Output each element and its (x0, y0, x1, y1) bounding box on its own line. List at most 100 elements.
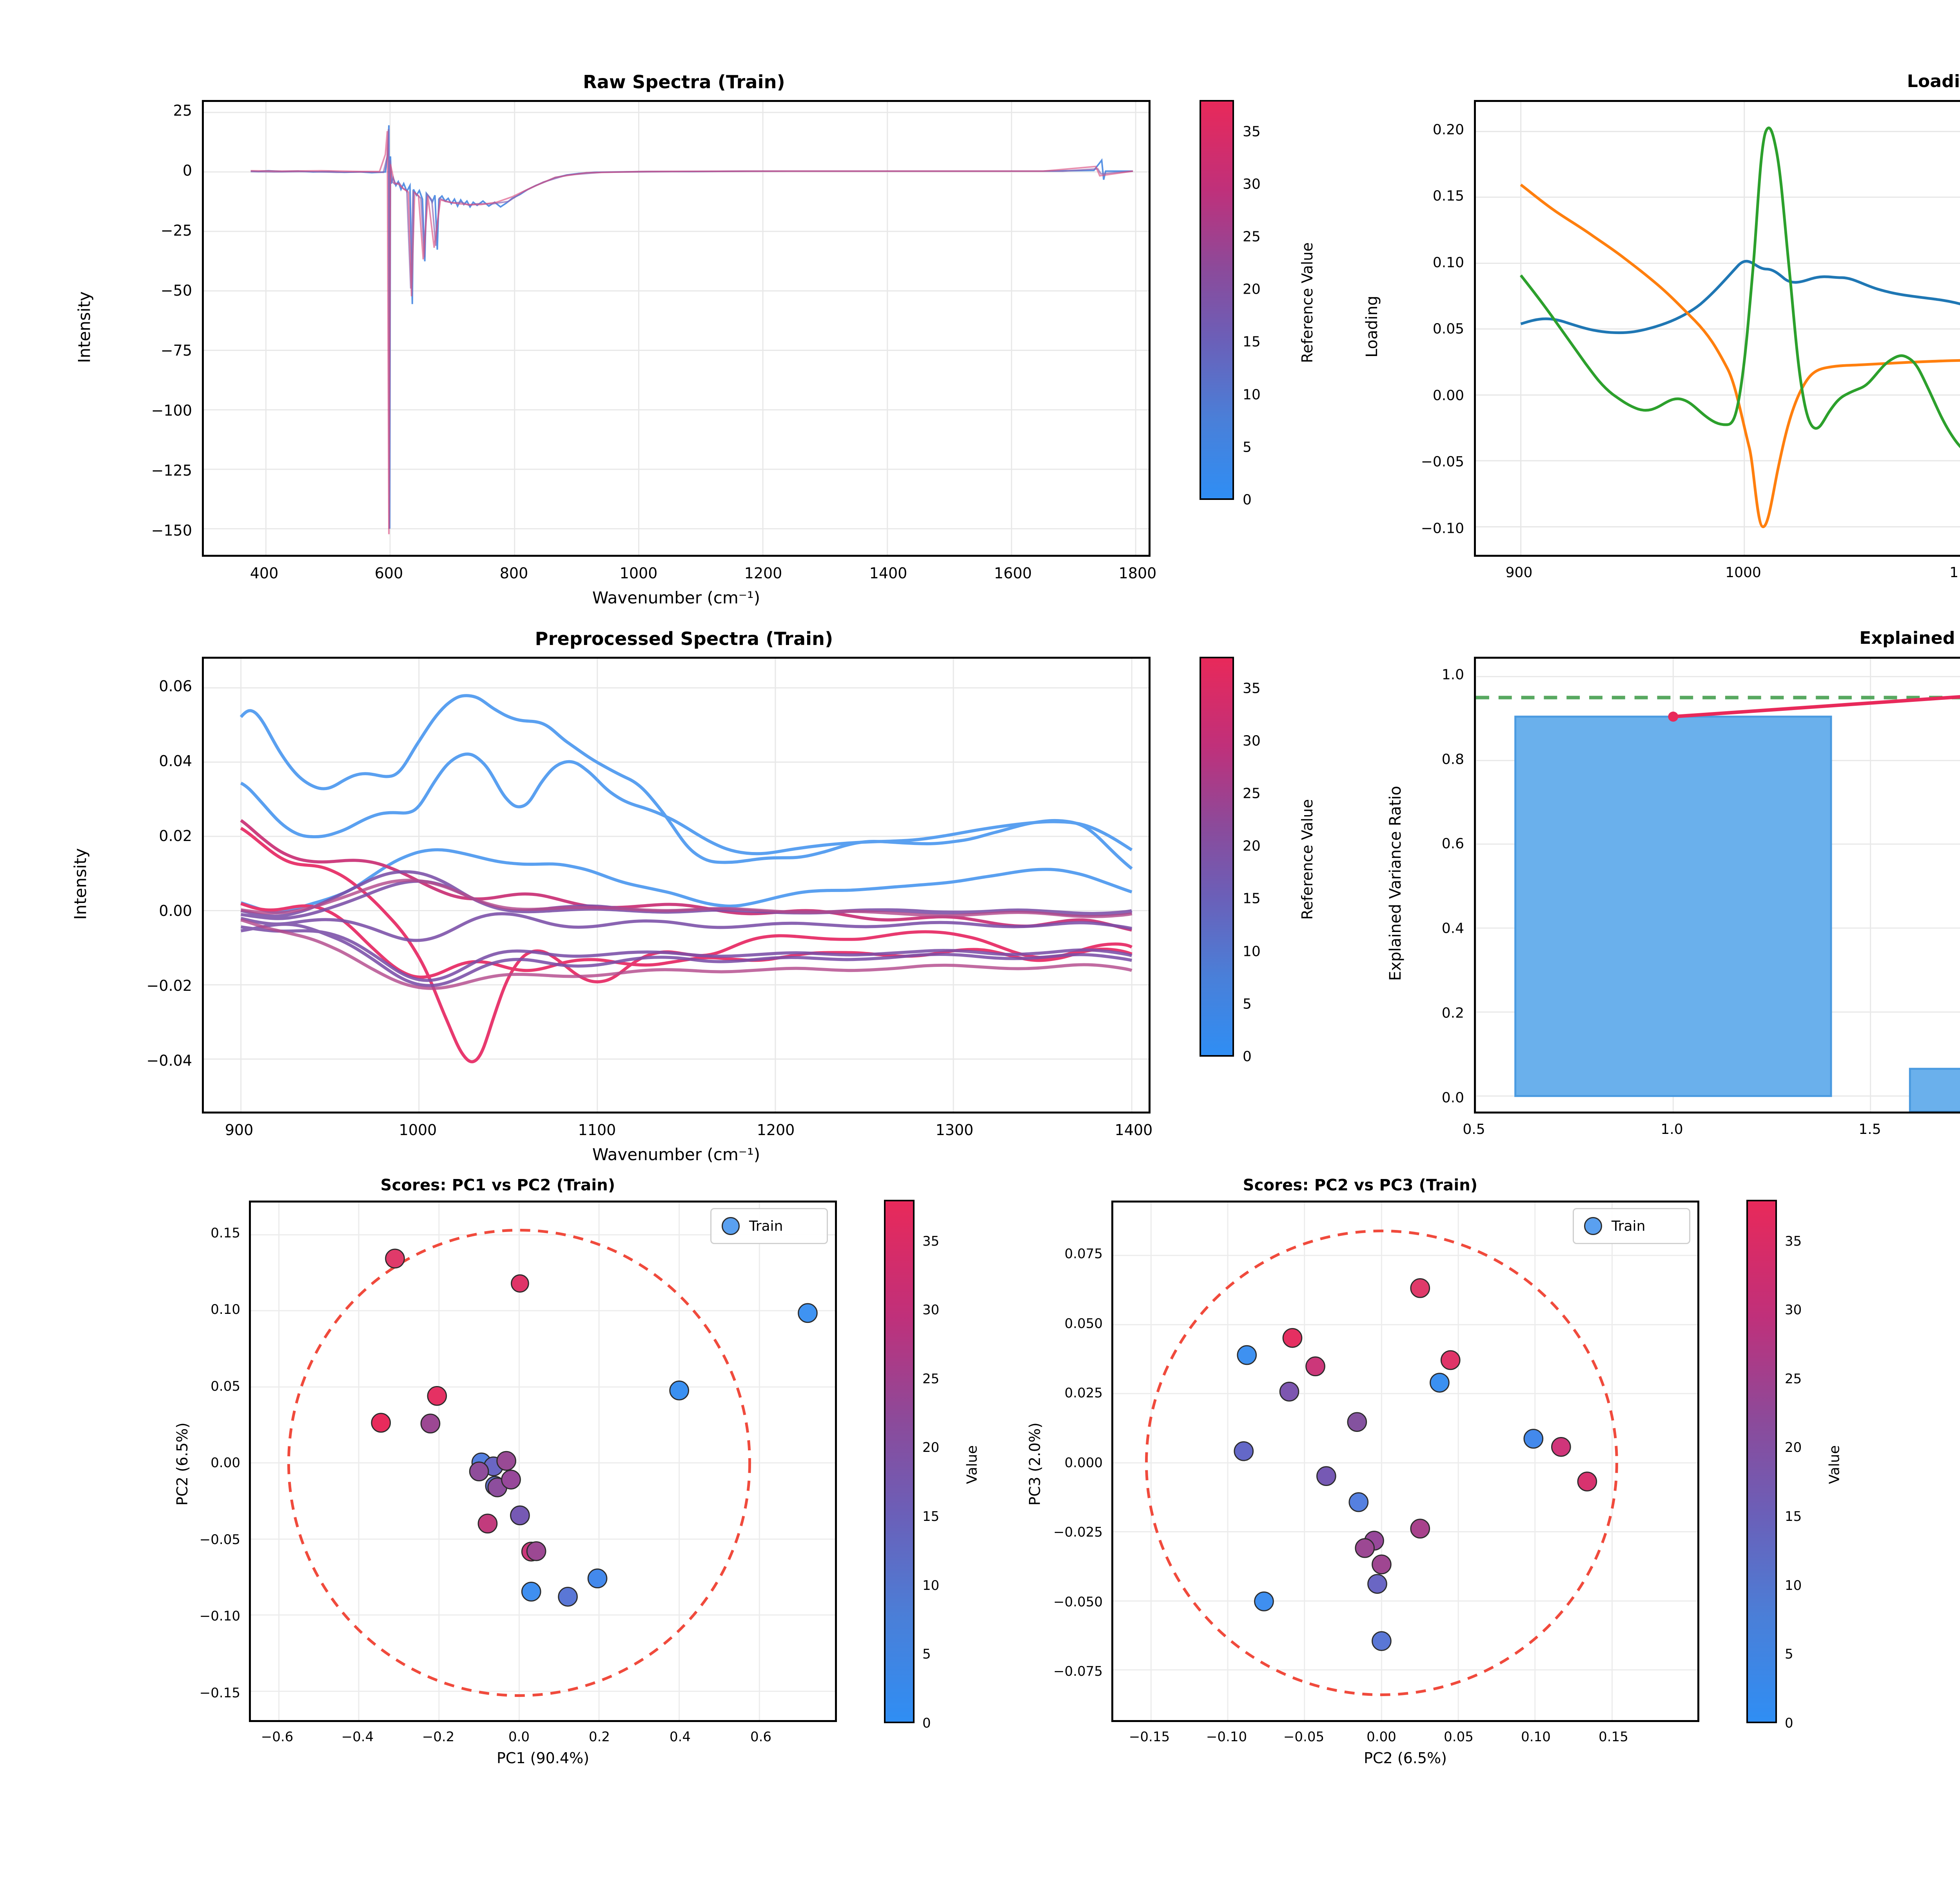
raw-ytick: −50 (160, 282, 192, 299)
prep-cb-tick: 10 (1243, 943, 1261, 960)
scores-pc1-pc2-plot-area: Train (249, 1201, 837, 1722)
confidence-ellipse (287, 1228, 751, 1697)
legend-item-train[interactable]: Train (722, 1217, 783, 1235)
raw-xtick: 1000 (619, 565, 658, 582)
prep-cb-tick: 15 (1243, 890, 1261, 907)
pc23-ytick: −0.050 (1053, 1594, 1103, 1610)
raw-cb-tick: 0 (1243, 492, 1252, 508)
raw-xtick: 1200 (744, 565, 782, 582)
loadings-xtick: 1000 (1725, 565, 1761, 581)
loadings-xtick: 900 (1505, 565, 1533, 581)
pc23-cb-tick: 35 (1785, 1233, 1802, 1249)
loadings-ylabel: Loading (1363, 296, 1381, 358)
loadings-xtick: 1100 (1949, 565, 1960, 581)
model-distances-title: Model Distances: Hotelling's T² vs Q Res… (1874, 1176, 1960, 1194)
raw-cb-tick: 35 (1243, 124, 1261, 140)
pc12-cb-tick: 0 (922, 1715, 931, 1731)
raw-ytick: −100 (151, 402, 192, 419)
prep-xtick: 900 (225, 1121, 254, 1139)
pc23-xtick: 0.15 (1599, 1729, 1628, 1745)
raw-xtick: 1800 (1118, 565, 1157, 582)
scores-pc1-pc2-title: Scores: PC1 vs PC2 (Train) (380, 1176, 615, 1194)
ev-xtick: 0.5 (1463, 1121, 1485, 1137)
train-marker-swatch (1584, 1217, 1602, 1235)
md-ytick: 0.00125 (1905, 1369, 1960, 1384)
raw-cb-tick: 30 (1243, 176, 1261, 193)
ev-ytick: 0.4 (1441, 920, 1464, 937)
md-ytick: 0.00175 (1905, 1236, 1960, 1252)
raw-ytick: 0 (182, 162, 192, 179)
loadings-title: Loadings: PC1, PC2, PC3 (1907, 71, 1960, 91)
pc12-cb-tick: 30 (922, 1302, 940, 1318)
loadings-ytick: −0.05 (1421, 454, 1464, 470)
prep-ytick: −0.02 (146, 977, 192, 994)
ev-xtick: 1.5 (1858, 1121, 1881, 1137)
prep-ytick: 0.02 (159, 827, 192, 845)
pc23-cb-tick: 25 (1785, 1371, 1802, 1387)
prep-cb-tick: 35 (1243, 680, 1261, 697)
prep-xtick: 1100 (578, 1121, 616, 1139)
pc23-ytick: 0.050 (1064, 1316, 1103, 1332)
prep-cb-tick: 0 (1243, 1048, 1252, 1065)
raw-cb-tick: 5 (1243, 439, 1252, 456)
pc12-xtick: −0.4 (341, 1729, 374, 1745)
prep-cb-tick: 25 (1243, 785, 1261, 802)
pc12-ytick: −0.15 (199, 1685, 240, 1701)
train-marker-swatch (722, 1217, 740, 1235)
scores-pc1-pc2-colorbar (884, 1200, 915, 1723)
pc23-colorbar-label: Value (1826, 1445, 1843, 1484)
pc12-xtick: 0.2 (588, 1729, 610, 1745)
confidence-ellipse (1145, 1229, 1618, 1696)
pc23-cb-tick: 10 (1785, 1578, 1802, 1593)
pc12-colorbar-label: Value (964, 1445, 980, 1484)
pc12-ytick: 0.15 (211, 1225, 240, 1241)
pc23-xtick: 0.10 (1521, 1729, 1551, 1745)
preprocessed-svg (204, 659, 1149, 1112)
raw-xtick: 1600 (994, 565, 1032, 582)
pc23-cb-tick: 30 (1785, 1302, 1802, 1318)
score-points (371, 1248, 818, 1607)
raw-ytick: −150 (151, 522, 192, 539)
ev-ytick: 0.2 (1441, 1005, 1464, 1021)
raw-cb-tick: 20 (1243, 281, 1261, 298)
pc12-cb-tick: 20 (922, 1440, 940, 1455)
loadings-plot-area: PC1 PC2 PC3 (1474, 100, 1960, 557)
scores-pc2-pc3-plot-area: Train (1111, 1201, 1699, 1722)
pc23-xtick: −0.05 (1283, 1729, 1325, 1745)
panel-raw-spectra: Raw Spectra (Train) (47, 59, 1321, 616)
ev-ytick: 0.8 (1441, 751, 1464, 768)
pc12-ylabel: PC2 (6.5%) (174, 1422, 191, 1506)
loadings-ytick: 0.10 (1432, 254, 1464, 271)
prep-cb-tick: 5 (1243, 996, 1252, 1012)
preprocessed-title: Preprocessed Spectra (Train) (535, 628, 833, 649)
prep-ylabel: Intensity (71, 848, 90, 920)
raw-spectra-svg (204, 102, 1149, 555)
md-ytick: 0.00000 (1905, 1701, 1960, 1717)
explained-variance-title: Explained Variance by Component (1859, 628, 1960, 648)
loadings-svg (1476, 102, 1960, 555)
ev-xtick: 1.0 (1661, 1121, 1683, 1137)
raw-ytick: −25 (160, 222, 192, 239)
pc23-ytick: 0.025 (1064, 1385, 1103, 1401)
legend-item-train[interactable]: Train (1584, 1217, 1645, 1235)
md-ytick: 0.00150 (1905, 1302, 1960, 1318)
prep-xlabel: Wavenumber (cm⁻¹) (592, 1145, 760, 1164)
raw-cb-tick: 25 (1243, 229, 1261, 245)
raw-xtick: 400 (250, 565, 279, 582)
panel-model-distances: Model Distances: Hotelling's T² vs Q Res… (1874, 1172, 1960, 1784)
ev-ytick: 1.0 (1441, 667, 1464, 683)
loadings-ytick: 0.15 (1432, 188, 1464, 204)
raw-spectra-colorbar (1200, 100, 1234, 500)
pc12-ytick: 0.10 (211, 1302, 240, 1317)
pc23-cb-tick: 5 (1785, 1646, 1793, 1662)
scores-pc1-pc2-legend: Train (710, 1208, 828, 1244)
loadings-ytick: 0.20 (1432, 122, 1464, 138)
panel-scores-pc2-pc3: Scores: PC2 vs PC3 (Train) (1011, 1172, 1795, 1784)
pc12-cb-tick: 25 (922, 1371, 940, 1387)
prep-ytick: 0.04 (159, 752, 192, 770)
scores-pc2-pc3-colorbar (1746, 1200, 1777, 1723)
pc12-ytick: −0.05 (199, 1532, 240, 1548)
scores-pc1-pc2-colorbar-group: 0 5 10 15 20 25 30 35 Value (884, 1200, 1002, 1731)
